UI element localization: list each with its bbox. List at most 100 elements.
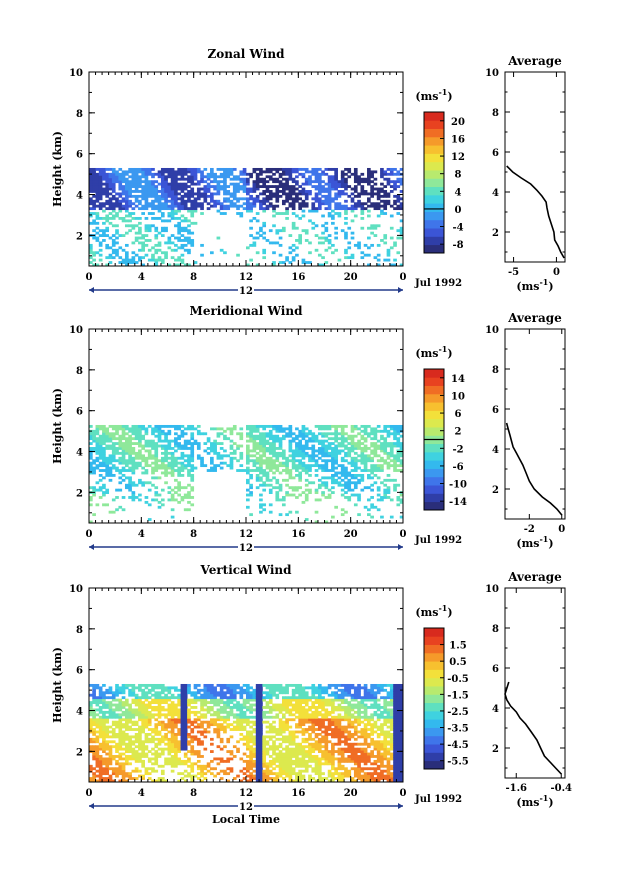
heatmap-cell <box>252 691 257 695</box>
heatmap-cell <box>118 437 123 441</box>
heatmap-cell <box>360 442 365 445</box>
heatmap-cell <box>334 180 338 184</box>
heatmap-cell <box>154 762 159 766</box>
heatmap-cell <box>236 718 240 722</box>
heatmap-cell <box>164 698 168 702</box>
heatmap-cell <box>298 190 302 193</box>
heatmap-cell <box>157 701 162 704</box>
heatmap-cell <box>124 750 129 753</box>
heatmap-cell <box>89 728 93 731</box>
heatmap-cell <box>105 175 110 179</box>
heatmap-cell <box>334 473 338 477</box>
heatmap-cell <box>380 212 384 215</box>
heatmap-cell <box>105 214 110 218</box>
heatmap-cell <box>108 703 113 707</box>
heatmap-cell <box>92 251 96 255</box>
heatmap-cell <box>327 459 332 463</box>
heatmap-cell <box>350 439 355 443</box>
heatmap-cell <box>190 454 195 458</box>
heatmap-cell <box>157 698 162 702</box>
heatmap-cell <box>311 180 316 184</box>
heatmap-cell <box>105 207 110 211</box>
heatmap-cell <box>141 180 145 184</box>
heatmap-cell <box>226 701 231 704</box>
heatmap-cell <box>334 231 338 235</box>
heatmap-cell <box>177 471 181 475</box>
heatmap-cell <box>157 683 162 687</box>
heatmap-cell <box>389 449 394 453</box>
heatmap-cell <box>331 466 335 470</box>
heatmap-cell <box>311 456 316 460</box>
heatmap-cell <box>252 762 257 766</box>
heatmap-cell <box>268 434 273 438</box>
heatmap-cell <box>151 187 155 191</box>
heatmap-cell <box>111 427 116 431</box>
heatmap-cell <box>115 703 119 707</box>
heatmap-cell <box>124 172 129 176</box>
heatmap-cell <box>105 469 110 472</box>
heatmap-cell <box>386 454 391 458</box>
heatmap-cell <box>380 449 384 453</box>
heatmap-cell <box>281 226 286 230</box>
heatmap-cell <box>396 451 401 455</box>
heatmap-cell <box>236 185 240 188</box>
heatmap-cell <box>193 261 198 264</box>
heatmap-cell <box>344 437 348 441</box>
heatmap-cell <box>180 759 185 763</box>
heatmap-cell <box>89 212 93 215</box>
heatmap-cell <box>95 466 100 470</box>
heatmap-cell <box>128 708 132 712</box>
heatmap-cell <box>141 434 145 438</box>
heatmap-cell <box>344 251 348 255</box>
heatmap-cell <box>92 194 96 198</box>
heatmap-cell <box>180 730 185 734</box>
heatmap-cell <box>216 175 221 179</box>
heatmap-cell <box>95 698 100 702</box>
heatmap-cell <box>102 483 106 487</box>
heatmap-cell <box>111 723 116 727</box>
heatmap-cell <box>118 737 123 741</box>
heatmap-cell <box>259 447 263 450</box>
heatmap-cell <box>151 779 155 783</box>
heatmap-cell <box>213 451 217 455</box>
heatmap-cell <box>291 432 296 436</box>
heatmap-cell <box>187 735 191 739</box>
heatmap-cell <box>232 698 237 702</box>
heatmap-cell <box>177 256 181 260</box>
heatmap-cell <box>98 456 103 460</box>
heatmap-cell <box>219 691 224 695</box>
heatmap-cell <box>357 498 361 502</box>
heatmap-cell <box>262 459 267 463</box>
heatmap-cell <box>183 182 188 186</box>
heatmap-cell <box>252 439 257 443</box>
heatmap-cell <box>291 248 296 252</box>
heatmap-cell <box>105 172 110 176</box>
heatmap-cell <box>170 755 175 758</box>
heatmap-cell <box>115 224 119 228</box>
heatmap-cell <box>347 483 352 487</box>
heatmap-cell <box>367 170 371 174</box>
heatmap-cell <box>144 706 149 709</box>
heatmap-cell <box>242 701 247 704</box>
heatmap-cell <box>170 710 175 714</box>
heatmap-cell <box>124 464 129 468</box>
heatmap-cell <box>180 167 185 171</box>
heatmap-cell <box>393 464 397 468</box>
heatmap-cell <box>249 439 253 443</box>
heatmap-cell <box>285 167 289 171</box>
heatmap-cell <box>105 742 110 746</box>
heatmap-cell <box>131 207 136 211</box>
heatmap-cell <box>246 424 250 428</box>
heatmap-cell <box>206 177 211 181</box>
heatmap-cell <box>246 461 250 465</box>
heatmap-cell <box>128 439 132 443</box>
heatmap-cell <box>183 496 188 499</box>
heatmap-cell <box>118 234 123 237</box>
heatmap-cell <box>399 180 404 184</box>
heatmap-cell <box>118 199 123 203</box>
heatmap-cell <box>131 686 136 690</box>
heatmap-cell <box>370 437 374 441</box>
heatmap-cell <box>295 170 299 174</box>
heatmap-cell <box>124 258 129 262</box>
heatmap-cell <box>386 444 391 448</box>
